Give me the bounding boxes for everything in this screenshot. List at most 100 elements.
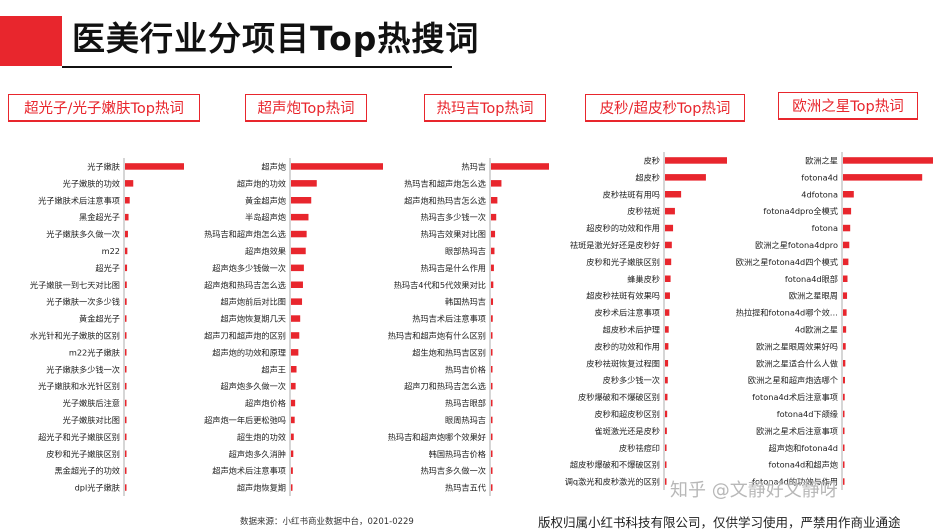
category-label: 超声炮多久做一次 (220, 381, 286, 391)
bar (291, 433, 294, 441)
bar (291, 366, 297, 373)
bar (291, 163, 383, 170)
category-label: 超皮秒爆破和不爆破区别 (570, 460, 660, 470)
category-label: 皮秒祛痘印 (619, 443, 660, 453)
bar (843, 410, 845, 418)
category-label: 超声炮和热玛吉怎么选 (404, 195, 486, 205)
bar (291, 416, 295, 424)
bar (843, 275, 848, 282)
bar (843, 309, 847, 316)
category-label: 欧洲之星fotona4d四个模式 (736, 257, 838, 267)
category-label: 半岛超声炮 (245, 212, 286, 222)
category-label: 超声刀和热玛吉怎么选 (404, 381, 486, 391)
bar (665, 444, 667, 451)
category-label: 黑金超光子 (79, 212, 120, 222)
bar (291, 247, 306, 255)
category-label: m22 (102, 246, 120, 256)
bar (665, 241, 672, 249)
bar (125, 467, 127, 474)
category-label: 祛斑是激光好还是皮秒好 (570, 240, 660, 250)
category-label: 超皮秒术后护理 (603, 324, 660, 334)
category-label: 欧洲之星术后注意事项 (756, 426, 838, 436)
category-label: 超声炮效果 (245, 246, 286, 256)
category-label: 眼周热玛吉 (445, 415, 486, 425)
bar (291, 484, 293, 491)
category-label: 欧洲之星眼周效果好吗 (756, 341, 838, 351)
category-label: 黄金超声炮 (245, 195, 286, 205)
bar (125, 382, 127, 390)
bar (125, 230, 128, 238)
bar (843, 427, 845, 435)
category-label: 超生炮的功效 (237, 432, 286, 442)
bar (843, 376, 845, 384)
bar (125, 366, 127, 373)
bar (125, 349, 127, 356)
category-label: 皮秒和光子嫩肤区别 (46, 449, 120, 459)
category-label: fotona4d眼部 (785, 274, 838, 284)
bar (665, 224, 674, 232)
panel-title-2: 超声炮Top热词 (245, 94, 367, 122)
copyright-note: 版权归属小红书科技有限公司，仅供学习使用，严禁用作商业通途 (538, 515, 901, 530)
bar (491, 484, 493, 491)
category-label: 黄金超光子 (79, 314, 120, 324)
category-label: 光子嫩肤一次多少钱 (46, 297, 120, 307)
category-label: 皮秒多少钱一次 (603, 375, 660, 385)
bar (125, 416, 127, 424)
bar (491, 366, 493, 373)
bar (125, 484, 127, 491)
category-label: 热玛吉眼部 (445, 398, 486, 408)
category-label: 超声炮的功效和原理 (212, 347, 286, 357)
category-label: 皮秒祛斑 (627, 206, 660, 216)
bar (491, 332, 493, 339)
bar (843, 343, 846, 350)
bar (491, 349, 493, 356)
bar (491, 197, 498, 204)
bar-chart-2: 超声炮超声炮的功效黄金超声炮半岛超声炮热玛吉和超声炮怎么选超声炮效果超声炮多少钱… (204, 158, 383, 496)
bar-chart-5: 欧洲之星 fotona4d 4dfotona fotona4dpro全模式 fotona… (736, 152, 933, 490)
category-label: 超光子和光子嫩肤区别 (38, 432, 120, 442)
category-label: 蜂巢皮秒 (627, 274, 660, 284)
category-label: 热玛吉和超声炮怎么选 (404, 178, 486, 188)
category-label: 超声炮多少钱做一次 (212, 263, 286, 273)
category-label: 超声刀和超声炮的区别 (204, 330, 286, 340)
category-label: 热玛吉和超声炮哪个效果好 (388, 432, 486, 442)
category-label: 雀斑激光还是皮秒 (594, 426, 660, 436)
category-label: 光子嫩肤对比图 (63, 415, 120, 425)
category-label: 超声炮多久消肿 (229, 449, 286, 459)
title-underline (62, 66, 452, 68)
category-label: 光子嫩肤一到七天对比图 (30, 280, 120, 290)
bar (491, 382, 493, 390)
bar (291, 332, 300, 339)
bar (291, 213, 309, 221)
category-label: 超声炮和fotona4d (769, 443, 838, 453)
bar (291, 230, 307, 238)
bar (843, 444, 845, 451)
category-label: 超声炮恢复期 (237, 483, 286, 493)
bar (843, 224, 851, 232)
category-label: 热玛吉4代和5代效果对比 (394, 280, 486, 290)
bar (665, 275, 671, 282)
bar (125, 264, 128, 272)
category-label: 超声炮术后注意事项 (212, 466, 286, 476)
category-label: 韩国热玛吉 (445, 297, 486, 307)
bar (665, 478, 667, 485)
bar (665, 157, 727, 164)
category-label: 超声炮的功效 (237, 178, 286, 188)
category-label: 光子嫩肤 (87, 161, 120, 171)
category-label: 光子嫩肤后注意 (63, 398, 120, 408)
category-label: 欧洲之星适合什么人做 (756, 358, 838, 368)
category-label: fotona4d下颌缘 (777, 409, 838, 419)
bar (291, 264, 304, 272)
category-label: 热玛吉 (461, 161, 486, 171)
category-label: 皮秒的功效和作用 (594, 341, 660, 351)
bar (843, 191, 854, 198)
category-label: 光子嫩肤多少钱一次 (46, 364, 120, 374)
bar (843, 393, 845, 401)
panel-title-5: 欧洲之星Top热词 (778, 92, 918, 120)
category-label: 热玛吉和超声炮有什么区别 (388, 330, 486, 340)
category-label: 热玛吉是什么作用 (420, 263, 486, 273)
bar (491, 416, 493, 424)
bar (125, 281, 127, 288)
bar (125, 213, 129, 221)
bar (125, 247, 128, 255)
